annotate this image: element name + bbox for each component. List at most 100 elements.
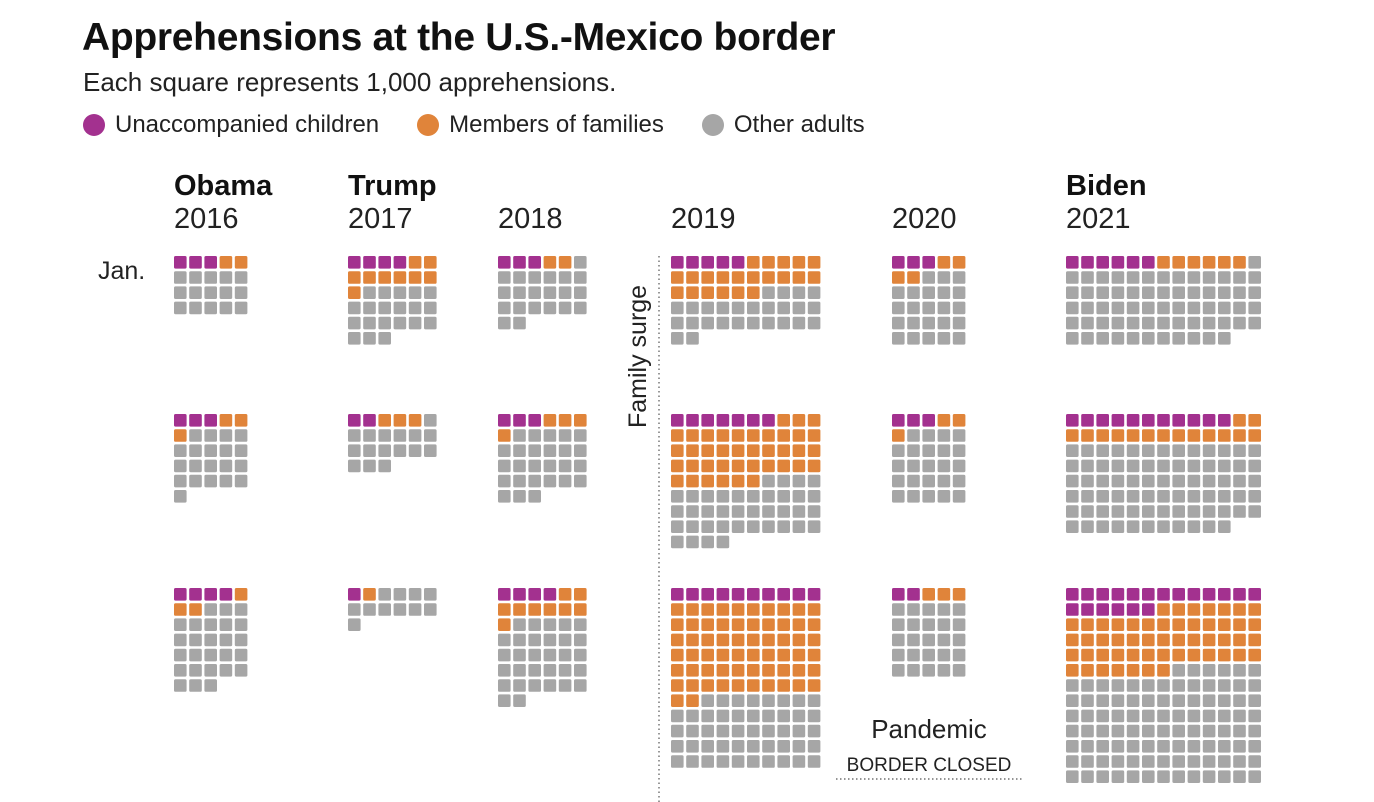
square-adult: [747, 505, 760, 518]
square-adult: [1188, 460, 1201, 473]
square-family: [717, 271, 730, 284]
square-family: [1142, 664, 1155, 677]
square-child: [174, 588, 187, 601]
square-adult: [189, 664, 202, 677]
waffle-2016-1: [174, 256, 247, 314]
square-adult: [701, 694, 714, 707]
square-family: [686, 603, 699, 616]
square-family: [892, 271, 905, 284]
square-adult: [513, 444, 526, 457]
square-adult: [174, 286, 187, 299]
square-adult: [1233, 710, 1246, 723]
square-adult: [528, 679, 541, 692]
square-adult: [574, 429, 587, 442]
square-adult: [1248, 444, 1261, 457]
square-adult: [1081, 694, 1094, 707]
square-adult: [204, 286, 217, 299]
square-adult: [1157, 740, 1170, 753]
square-family: [793, 649, 806, 662]
square-family: [1188, 603, 1201, 616]
square-child: [498, 588, 511, 601]
square-adult: [1218, 520, 1231, 533]
square-adult: [574, 618, 587, 631]
square-adult: [1096, 490, 1109, 503]
square-adult: [938, 286, 951, 299]
square-child: [189, 414, 202, 427]
square-adult: [1157, 725, 1170, 738]
square-adult: [777, 490, 790, 503]
square-family: [953, 588, 966, 601]
waffle-2021-1: [1066, 256, 1261, 345]
square-adult: [1188, 271, 1201, 284]
square-child: [1142, 603, 1155, 616]
square-child: [528, 414, 541, 427]
square-family: [1112, 664, 1125, 677]
square-adult: [1112, 694, 1125, 707]
square-adult: [189, 649, 202, 662]
square-adult: [1112, 725, 1125, 738]
square-family: [953, 256, 966, 269]
square-adult: [559, 618, 572, 631]
square-adult: [892, 490, 905, 503]
square-child: [922, 414, 935, 427]
square-adult: [1081, 520, 1094, 533]
square-adult: [513, 634, 526, 647]
square-family: [808, 664, 821, 677]
square-adult: [762, 740, 775, 753]
square-adult: [220, 603, 233, 616]
square-adult: [1203, 505, 1216, 518]
square-family: [378, 414, 391, 427]
square-adult: [1066, 332, 1079, 345]
square-adult: [1142, 520, 1155, 533]
square-adult: [747, 755, 760, 768]
square-adult: [732, 302, 745, 315]
square-adult: [1233, 770, 1246, 783]
square-adult: [409, 286, 422, 299]
square-adult: [1157, 286, 1170, 299]
square-family: [1096, 634, 1109, 647]
square-family: [1127, 618, 1140, 631]
square-family: [671, 444, 684, 457]
square-adult: [1112, 490, 1125, 503]
square-family: [424, 256, 437, 269]
square-adult: [1066, 679, 1079, 692]
square-adult: [1218, 694, 1231, 707]
square-adult: [1081, 755, 1094, 768]
square-adult: [1172, 302, 1185, 315]
square-adult: [544, 429, 557, 442]
square-child: [808, 588, 821, 601]
square-adult: [574, 444, 587, 457]
square-family: [762, 429, 775, 442]
square-adult: [938, 460, 951, 473]
square-adult: [686, 490, 699, 503]
square-adult: [1081, 710, 1094, 723]
square-adult: [204, 634, 217, 647]
square-adult: [1081, 444, 1094, 457]
square-adult: [378, 603, 391, 616]
square-adult: [717, 536, 730, 549]
square-family: [1233, 429, 1246, 442]
square-adult: [1203, 740, 1216, 753]
square-child: [1112, 256, 1125, 269]
square-family: [747, 679, 760, 692]
square-adult: [1203, 271, 1216, 284]
square-adult: [922, 429, 935, 442]
square-family: [348, 271, 361, 284]
square-adult: [1188, 505, 1201, 518]
square-adult: [793, 490, 806, 503]
square-adult: [747, 740, 760, 753]
square-adult: [907, 429, 920, 442]
square-adult: [1218, 710, 1231, 723]
square-adult: [1218, 302, 1231, 315]
square-adult: [1233, 490, 1246, 503]
square-family: [717, 444, 730, 457]
square-adult: [189, 634, 202, 647]
square-family: [717, 603, 730, 616]
square-adult: [394, 286, 407, 299]
square-adult: [204, 302, 217, 315]
square-adult: [1096, 317, 1109, 330]
square-child: [1127, 414, 1140, 427]
square-adult: [513, 271, 526, 284]
square-family: [1066, 634, 1079, 647]
square-adult: [220, 271, 233, 284]
